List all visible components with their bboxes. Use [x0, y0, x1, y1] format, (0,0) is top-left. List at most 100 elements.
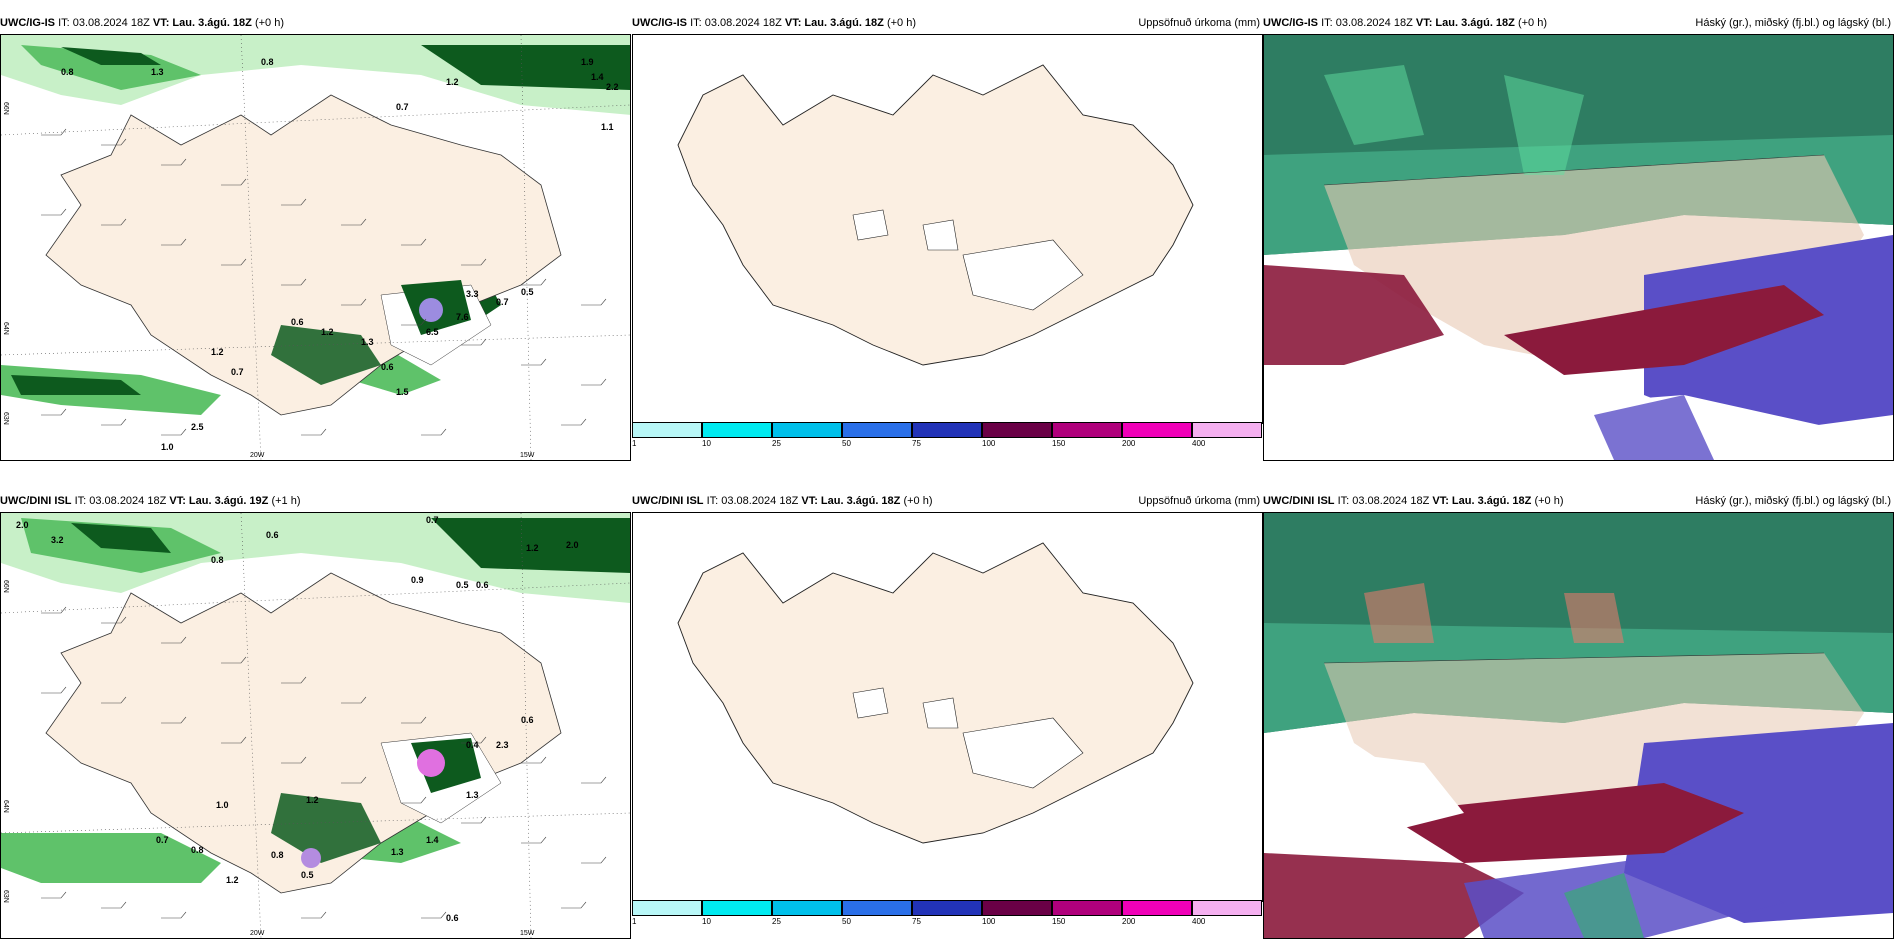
panel-title: UWC/IG-IS IT: 03.08.2024 18Z VT: Lau. 3.… [0, 17, 284, 29]
panel-title: UWC/IG-IS IT: 03.08.2024 18Z VT: Lau. 3.… [632, 17, 1260, 29]
precip-value: 2.0 [16, 520, 29, 530]
colorbar-cell [1122, 422, 1192, 438]
colorbar-cell [632, 422, 702, 438]
colorbar-label: 150 [1052, 917, 1066, 926]
colorbar-cell [912, 900, 982, 916]
precip-value: 0.6 [266, 530, 279, 540]
colorbar-cell [982, 422, 1052, 438]
colorbar-cell [1122, 900, 1192, 916]
accum-colorbar: 1 10 25 50 75 100 150 200 400 [632, 900, 1262, 926]
precip-value: 0.6 [476, 580, 489, 590]
colorbar-label: 100 [982, 439, 996, 448]
precip-value: 2.2 [606, 82, 619, 92]
colorbar-label: 400 [1192, 917, 1206, 926]
precip-value: 1.0 [161, 442, 174, 452]
precip-value: 1.4 [591, 72, 604, 82]
precip-value: 0.7 [426, 515, 439, 525]
panel-igis-precip: UWC/IG-IS IT: 03.08.2024 18Z VT: Lau. 3.… [0, 12, 631, 461]
precip-value: 1.3 [361, 337, 374, 347]
precip-value: 1.9 [581, 57, 594, 67]
panel-dini-accum: UWC/DINI ISL IT: 03.08.2024 18Z VT: Lau.… [632, 490, 1263, 938]
precip-value: 0.7 [156, 835, 169, 845]
panel-title: UWC/IG-IS IT: 03.08.2024 18Z VT: Lau. 3.… [1263, 17, 1891, 29]
precip-value: 0.6 [521, 715, 534, 725]
panel-title: UWC/DINI ISL IT: 03.08.2024 18Z VT: Lau.… [1263, 495, 1891, 507]
colorbar-label: 1 [632, 439, 637, 448]
precip-value: 1.3 [466, 790, 479, 800]
precip-value: 0.8 [271, 850, 284, 860]
colorbar-cell [702, 900, 772, 916]
precip-value: 0.6 [446, 913, 459, 923]
precip-value: 1.0 [216, 800, 229, 810]
cloud-map [1263, 512, 1894, 939]
colorbar-cell [842, 900, 912, 916]
precip-value: 1.1 [601, 122, 614, 132]
colorbar-label: 400 [1192, 439, 1206, 448]
accum-map [632, 34, 1263, 424]
colorbar-cell [1052, 900, 1122, 916]
precip-value: 7.6 [456, 312, 469, 322]
precip-value: 0.5 [456, 580, 469, 590]
precip-map: 0.8 0.8 1.3 0.7 1.2 1.9 1.4 2.2 1.1 3.3 … [0, 34, 631, 461]
panel-dini-precip: UWC/DINI ISL IT: 03.08.2024 18Z VT: Lau.… [0, 490, 631, 939]
precip-value: 0.7 [396, 102, 409, 112]
precip-value: 3.3 [466, 289, 479, 299]
colorbar-label: 25 [772, 439, 781, 448]
lon-label: 15W [520, 930, 535, 937]
colorbar-cell [1192, 900, 1262, 916]
precip-value: 0.8 [61, 67, 74, 77]
precip-value: 1.2 [526, 543, 539, 553]
colorbar-label: 75 [912, 917, 921, 926]
precip-value: 3.2 [51, 535, 64, 545]
precip-value: 0.7 [231, 367, 244, 377]
colorbar-label: 200 [1122, 917, 1136, 926]
lon-label: 15W [520, 452, 535, 459]
panel-dini-clouds: UWC/DINI ISL IT: 03.08.2024 18Z VT: Lau.… [1263, 490, 1894, 939]
iceland-land [677, 64, 1194, 366]
lat-label: 64N [2, 800, 9, 813]
precip-value: 2.3 [496, 740, 509, 750]
colorbar-cell [982, 900, 1052, 916]
precip-value: 1.2 [321, 327, 334, 337]
iceland-land [677, 542, 1194, 844]
colorbar-cell [1052, 422, 1122, 438]
colorbar-label: 10 [702, 917, 711, 926]
colorbar-label: 200 [1122, 439, 1136, 448]
colorbar-label: 25 [772, 917, 781, 926]
colorbar-label: 50 [842, 917, 851, 926]
panel-igis-clouds: UWC/IG-IS IT: 03.08.2024 18Z VT: Lau. 3.… [1263, 12, 1894, 461]
colorbar-cell [632, 900, 702, 916]
precip-value: 0.6 [291, 317, 304, 327]
precip-value: 1.3 [391, 847, 404, 857]
precip-value: 0.9 [411, 575, 424, 585]
lon-label: 20W [250, 452, 265, 459]
precip-value: 0.6 [381, 362, 394, 372]
precip-value: 1.2 [446, 77, 459, 87]
cloud-map [1263, 34, 1894, 461]
panel-igis-accum: UWC/IG-IS IT: 03.08.2024 18Z VT: Lau. 3.… [632, 12, 1263, 460]
colorbar-cell [912, 422, 982, 438]
precip-value: 1.3 [151, 67, 164, 77]
precip-value: 2.5 [191, 422, 204, 432]
lat-label: 63N [2, 890, 9, 903]
precip-value: 1.2 [306, 795, 319, 805]
iceland-land [45, 94, 562, 416]
colorbar-cell [772, 900, 842, 916]
precip-value: 1.2 [226, 875, 239, 885]
colorbar-label: 10 [702, 439, 711, 448]
precip-value: 1.4 [426, 835, 439, 845]
colorbar-label: 1 [632, 917, 637, 926]
lat-label: 66N [2, 102, 9, 115]
precip-value: 6.5 [426, 327, 439, 337]
colorbar-cell [1192, 422, 1262, 438]
accum-map [632, 512, 1263, 902]
precip-value: 1.2 [211, 347, 224, 357]
precip-map: 2.0 3.2 0.6 0.7 1.2 2.0 0.8 0.9 0.5 0.6 … [0, 512, 631, 939]
accum-colorbar: 1 10 25 50 75 100 150 200 400 [632, 422, 1262, 448]
precip-value: 2.0 [566, 540, 579, 550]
precip-value: 0.5 [301, 870, 314, 880]
precip-value: 0.8 [191, 845, 204, 855]
precip-value: 0.5 [521, 287, 534, 297]
colorbar-label: 100 [982, 917, 996, 926]
precip-value: 0.7 [496, 297, 509, 307]
